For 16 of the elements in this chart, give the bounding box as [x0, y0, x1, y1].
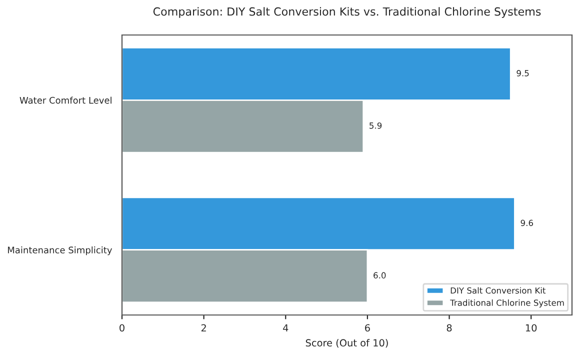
x-tick-label: 2	[201, 324, 206, 332]
legend-label: Traditional Chlorine System	[450, 299, 564, 308]
legend-label: DIY Salt Conversion Kit	[450, 287, 546, 294]
data-label: 6.0	[374, 272, 386, 278]
x-axis-title: Score (Out of 10)	[306, 338, 388, 348]
x-tick-label: 0	[120, 324, 124, 332]
y-tick-label: Maintenance Simplicity	[8, 246, 112, 256]
x-tick-label: 8	[446, 324, 452, 332]
x-tick-label: 10	[526, 324, 537, 332]
y-tick-label: Water Comfort Level	[20, 96, 112, 104]
x-tick-label: 6	[365, 324, 370, 332]
chart-title: Comparison: DIY Salt Conversion Kits vs. Traditional Chlorine Systems	[153, 7, 541, 18]
data-label: 9.6	[520, 220, 534, 226]
data-label: 5.9	[370, 122, 382, 129]
x-tick-label: 4	[283, 324, 288, 332]
data-label: 9.5	[516, 70, 529, 76]
